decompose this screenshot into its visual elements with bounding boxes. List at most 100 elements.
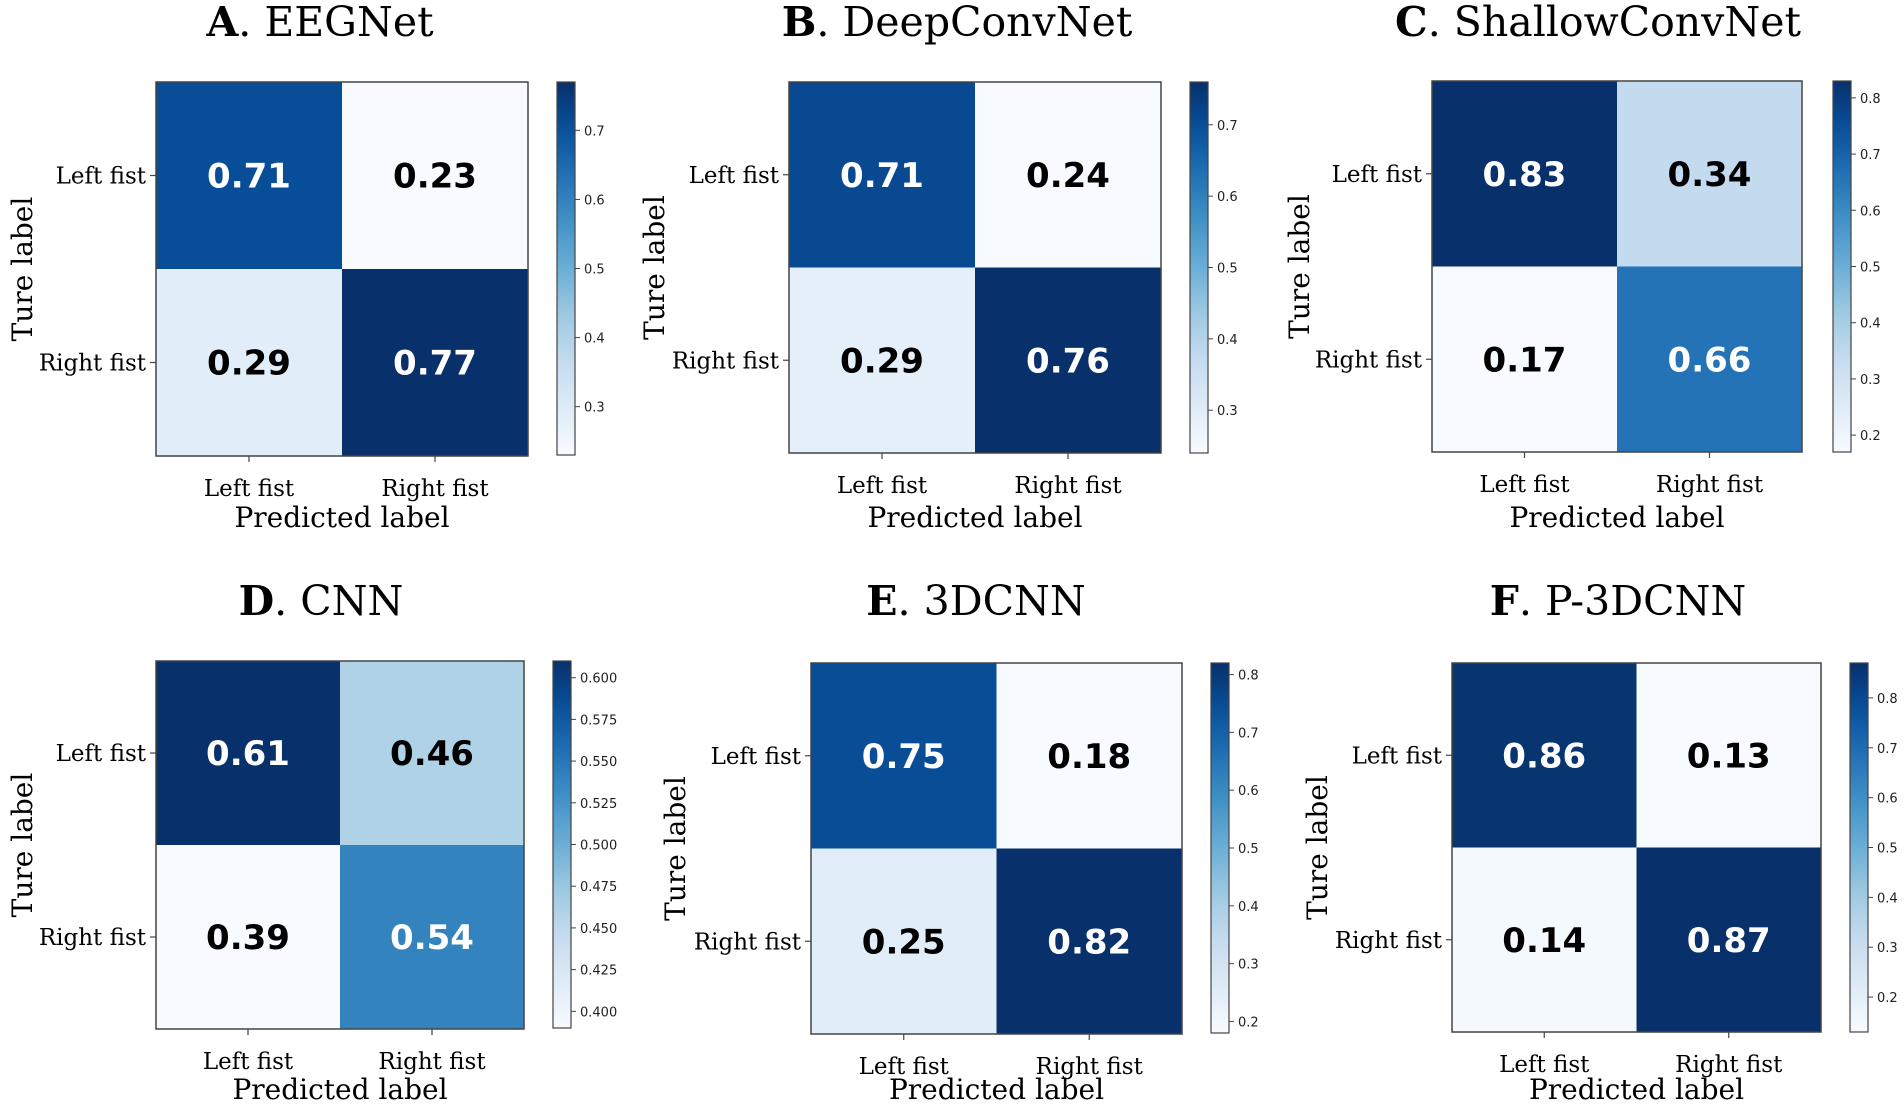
matrix-cell-r0-c0 (1452, 663, 1637, 848)
cell-value: 0.75 (862, 737, 946, 777)
cell-value: 0.86 (1502, 736, 1586, 776)
panel-title: D. CNN (239, 577, 404, 625)
y-axis-label: Ture label (6, 773, 39, 918)
colorbar-tick-label: 0.500 (580, 839, 617, 854)
matrix-cell-r1-c1 (996, 848, 1182, 1034)
matrix-cell-r0-c0 (156, 661, 340, 845)
matrix-cell-r1-c1 (1636, 847, 1821, 1032)
panel-d: D. CNN 0.61 0.46 0.39 0.54 Left fist Right fis… (6, 577, 617, 1106)
cell-value: 0.39 (206, 918, 290, 958)
matrix-cell-r0-c1 (1636, 663, 1821, 848)
x-tick-label: Right fist (1656, 472, 1764, 498)
y-tick-label: Right fist (39, 351, 147, 377)
colorbar (1832, 80, 1852, 453)
cell-value: 0.18 (1047, 737, 1131, 777)
y-axis-label: Ture label (1283, 194, 1316, 339)
cell-value: 0.34 (1668, 155, 1752, 195)
y-axis-label: Ture label (659, 776, 692, 921)
matrix-cell-r0-c1 (996, 663, 1182, 849)
panel-b: B. DeepConvNet 0.71 0.24 0.29 0.76 Left fist R… (638, 0, 1238, 534)
colorbar-tick-label: 0.5 (1238, 842, 1259, 857)
colorbar (556, 81, 576, 456)
colorbar (1189, 81, 1209, 454)
panel-f: F. P-3DCNN 0.86 0.13 0.14 0.87 Left fist Right… (1301, 577, 1898, 1106)
x-tick-label: Right fist (381, 476, 489, 502)
cell-value: 0.82 (1047, 922, 1131, 962)
x-axis-label: Predicted label (1529, 1073, 1744, 1106)
colorbar (1849, 662, 1869, 1033)
y-tick-label: Left fist (56, 164, 147, 190)
colorbar-tick-label: 0.7 (584, 124, 605, 139)
x-tick-label: Right fist (1014, 473, 1122, 499)
matrix-cell-r0-c0 (811, 663, 997, 849)
panel-title: E. 3DCNN (866, 577, 1085, 625)
matrix-cell-r0-c1 (342, 82, 528, 269)
matrix-cell-r0-c0 (789, 82, 975, 268)
colorbar-tick-label: 0.4 (1860, 317, 1881, 332)
colorbar-tick-label: 0.6 (1217, 190, 1238, 205)
colorbar-tick-label: 0.5 (584, 263, 605, 278)
y-tick-label: Left fist (56, 741, 147, 767)
panel-letter: F (1490, 577, 1519, 625)
matrix-cell-r0-c0 (1432, 81, 1617, 267)
cell-value: 0.29 (840, 341, 924, 381)
x-tick-label: Left fist (203, 1049, 294, 1075)
plot-frame (788, 81, 1162, 454)
colorbar (552, 660, 572, 1029)
colorbar-tick-label: 0.7 (1877, 742, 1898, 757)
panel-title: A. EEGNet (205, 0, 434, 46)
panel-title-dot: . (1428, 0, 1454, 46)
y-axis-label: Ture label (638, 195, 671, 340)
x-axis-label: Predicted label (1509, 501, 1724, 534)
panel-letter: B (782, 0, 817, 46)
matrix-cell-r1-c0 (156, 845, 340, 1029)
colorbar-tick-label: 0.7 (1238, 726, 1259, 741)
panel-letter: A (205, 0, 239, 46)
cell-value: 0.66 (1668, 340, 1752, 380)
colorbar-tick-label: 0.8 (1860, 92, 1881, 107)
panel-a: A. EEGNet 0.71 0.23 0.29 0.77 Left fist Right … (6, 0, 605, 534)
colorbar-tick-label: 0.5 (1877, 842, 1898, 857)
panel-title: F. P-3DCNN (1490, 577, 1746, 625)
matrix-cell-r0-c0 (156, 82, 342, 269)
x-tick-label: Left fist (204, 476, 295, 502)
y-tick-label: Right fist (672, 348, 780, 374)
x-axis-label: Predicted label (232, 1073, 447, 1106)
x-tick-label: Right fist (1036, 1054, 1144, 1080)
colorbar-tick-label: 0.450 (580, 922, 617, 937)
panel-model-name: 3DCNN (924, 577, 1086, 625)
panel-c: C. ShallowConvNet 0.83 0.34 0.17 0.66 Left fi… (1283, 0, 1881, 534)
panel-model-name: P-3DCNN (1545, 577, 1746, 625)
colorbar-tick-label: 0.475 (580, 880, 617, 895)
matrix-cell-r1-c1 (1617, 266, 1802, 452)
y-tick-label: Left fist (1352, 743, 1443, 769)
colorbar-tick-label: 0.2 (1860, 429, 1881, 444)
colorbar-tick-label: 0.6 (584, 193, 605, 208)
cell-value: 0.54 (390, 918, 474, 958)
panel-title-dot: . (274, 577, 300, 625)
colorbar-tick-label: 0.6 (1877, 792, 1898, 807)
x-tick-label: Right fist (1675, 1052, 1783, 1078)
panel-letter: C (1395, 0, 1428, 46)
y-axis-label: Ture label (1301, 775, 1334, 920)
colorbar-tick-label: 0.6 (1860, 204, 1881, 219)
colorbar-tick-label: 0.3 (1877, 941, 1898, 956)
panel-title: B. DeepConvNet (782, 0, 1133, 46)
colorbar-tick-label: 0.600 (580, 672, 617, 687)
x-tick-label: Left fist (837, 473, 928, 499)
colorbar-tick-label: 0.5 (1860, 261, 1881, 276)
cell-value: 0.46 (390, 734, 474, 774)
matrix-cell-r1-c0 (1432, 266, 1617, 452)
y-axis-label: Ture label (6, 197, 39, 342)
colorbar-tick-label: 0.3 (1238, 958, 1259, 973)
y-tick-label: Right fist (1335, 928, 1443, 954)
colorbar-tick-label: 0.8 (1238, 669, 1259, 684)
cell-value: 0.29 (207, 344, 291, 384)
colorbar-tick-label: 0.3 (1217, 404, 1238, 419)
colorbar-tick-label: 0.7 (1217, 119, 1238, 134)
panel-title: C. ShallowConvNet (1395, 0, 1801, 46)
x-tick-label: Left fist (1479, 472, 1570, 498)
colorbar-tick-label: 0.6 (1238, 784, 1259, 799)
x-tick-label: Left fist (859, 1054, 950, 1080)
colorbar-tick-label: 0.2 (1877, 991, 1898, 1006)
